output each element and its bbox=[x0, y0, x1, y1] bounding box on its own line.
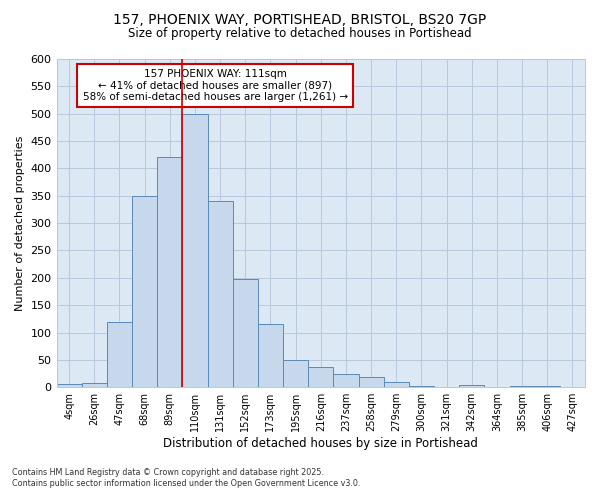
Bar bbox=[560, 386, 585, 387]
Bar bbox=[208, 201, 233, 387]
Bar bbox=[233, 280, 258, 387]
X-axis label: Distribution of detached houses by size in Portishead: Distribution of detached houses by size … bbox=[163, 437, 478, 450]
Bar bbox=[157, 158, 182, 387]
Bar bbox=[107, 322, 132, 387]
Bar bbox=[334, 374, 359, 387]
Bar bbox=[132, 196, 157, 387]
Bar bbox=[56, 384, 82, 387]
Bar bbox=[258, 324, 283, 387]
Text: 157 PHOENIX WAY: 111sqm
← 41% of detached houses are smaller (897)
58% of semi-d: 157 PHOENIX WAY: 111sqm ← 41% of detache… bbox=[83, 69, 347, 102]
Bar bbox=[283, 360, 308, 387]
Bar bbox=[308, 367, 334, 387]
Bar bbox=[359, 377, 383, 387]
Bar bbox=[409, 386, 434, 387]
Bar bbox=[383, 382, 409, 387]
Bar bbox=[82, 383, 107, 387]
Bar bbox=[182, 114, 208, 387]
Bar bbox=[509, 386, 535, 387]
Y-axis label: Number of detached properties: Number of detached properties bbox=[15, 136, 25, 311]
Text: Contains HM Land Registry data © Crown copyright and database right 2025.
Contai: Contains HM Land Registry data © Crown c… bbox=[12, 468, 361, 487]
Text: Size of property relative to detached houses in Portishead: Size of property relative to detached ho… bbox=[128, 28, 472, 40]
Bar bbox=[535, 386, 560, 387]
Bar bbox=[459, 385, 484, 387]
Text: 157, PHOENIX WAY, PORTISHEAD, BRISTOL, BS20 7GP: 157, PHOENIX WAY, PORTISHEAD, BRISTOL, B… bbox=[113, 12, 487, 26]
